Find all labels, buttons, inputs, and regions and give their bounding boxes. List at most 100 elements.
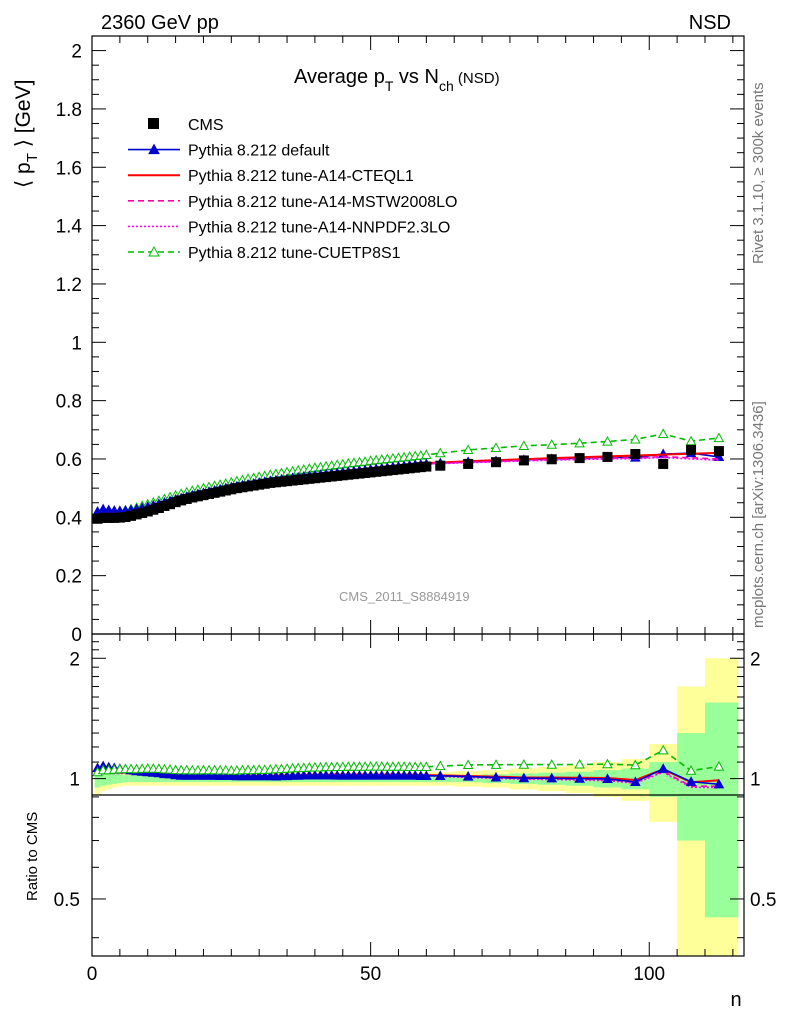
cms-data-point bbox=[237, 482, 248, 493]
stat-uncertainty-band bbox=[167, 775, 173, 783]
cms-data-point bbox=[337, 470, 348, 481]
cms-data-point bbox=[304, 473, 315, 484]
legend-label: Pythia 8.212 tune-A14-MSTW2008LO bbox=[188, 194, 457, 211]
main-y-tick-label: 0.4 bbox=[56, 508, 83, 529]
ratio-marker bbox=[421, 761, 432, 771]
cms-data-point bbox=[114, 512, 125, 523]
stat-uncertainty-band bbox=[161, 775, 168, 783]
title-mid: vs N bbox=[393, 66, 439, 88]
stat-uncertainty-band bbox=[128, 775, 134, 783]
series-marker bbox=[629, 433, 641, 444]
ratio-marker bbox=[518, 759, 530, 769]
cms-data-point bbox=[574, 453, 585, 464]
stat-uncertainty-band bbox=[150, 775, 157, 783]
legend-marker-square bbox=[148, 118, 159, 129]
legend-entry: Pythia 8.212 tune-A14-NNPDF2.3LO bbox=[128, 219, 450, 236]
cms-data-point bbox=[265, 477, 276, 488]
stat-uncertainty-band bbox=[122, 775, 129, 783]
cms-data-point bbox=[546, 454, 557, 465]
main-y-axis-label: ⟨ pT ⟩ [GeV] bbox=[12, 80, 41, 188]
cms-data-point bbox=[220, 485, 231, 496]
title-tail: (NSD) bbox=[454, 70, 500, 87]
ratio-marker bbox=[602, 758, 613, 769]
ylabel-close: ⟩ [GeV] bbox=[12, 80, 35, 154]
ratio-marker bbox=[434, 760, 446, 771]
stat-uncertainty-band bbox=[105, 772, 112, 785]
ratio-plot-frame bbox=[91, 633, 745, 957]
cms-data-point bbox=[315, 472, 326, 483]
legend-label: Pythia 8.212 tune-CUETP8S1 bbox=[188, 245, 401, 262]
stat-uncertainty-band bbox=[704, 702, 739, 918]
main-series-layer bbox=[92, 428, 725, 524]
cms-data-point bbox=[376, 466, 387, 477]
mcplots-reference-label: mcplots.cern.ch [arXiv:1306.3436] bbox=[750, 401, 767, 628]
header-event-type: NSD bbox=[689, 12, 731, 34]
series-marker bbox=[657, 428, 669, 438]
ratio-marker bbox=[629, 776, 641, 787]
ratio-y-tick-label: 0.5 bbox=[54, 890, 80, 911]
cms-data-point bbox=[404, 463, 415, 474]
cms-data-point bbox=[371, 466, 382, 477]
cms-data-point bbox=[215, 486, 226, 497]
cms-data-point bbox=[399, 463, 410, 474]
legend-marker-triangle bbox=[148, 143, 160, 155]
ratio-y-tick-label-right: 1 bbox=[750, 770, 761, 791]
cms-data-point bbox=[343, 469, 354, 480]
ratio-marker bbox=[713, 778, 725, 789]
cms-data-point bbox=[276, 476, 287, 487]
main-axis-ticks: 0 0.2 0.4 0.6 0.8 1 1.2 1.4 1.6 1.8 2 bbox=[56, 36, 744, 646]
cms-data-point bbox=[137, 507, 148, 518]
cms-data-point bbox=[98, 512, 109, 523]
legend-entry: Pythia 8.212 default bbox=[128, 143, 330, 160]
ratio-y-tick-label-right: 0.5 bbox=[750, 890, 776, 911]
stat-uncertainty-band bbox=[144, 775, 151, 783]
svg-text:⟨ pT ⟩ [GeV]: ⟨ pT ⟩ [GeV] bbox=[12, 80, 41, 188]
series-marker bbox=[546, 439, 558, 449]
main-y-tick-label: 1.2 bbox=[56, 275, 82, 296]
main-plot-panel: 0 0.2 0.4 0.6 0.8 1 1.2 1.4 1.6 1.8 2 CMS_2011_S88… bbox=[12, 35, 745, 646]
legend-entry: CMS bbox=[148, 117, 224, 134]
main-y-tick-label: 0.6 bbox=[56, 450, 82, 471]
analysis-watermark: CMS_2011_S8884919 bbox=[339, 589, 470, 604]
cms-data-point bbox=[103, 512, 114, 523]
main-y-tick-label: 1 bbox=[71, 333, 82, 354]
ratio-plot-panel: 0.5 0.5 1 1 2 2 0 50 100 Ratio to CMS n bbox=[24, 633, 776, 1011]
cms-data-point bbox=[248, 480, 259, 491]
series-marker bbox=[602, 435, 613, 446]
cms-data-point bbox=[198, 490, 209, 501]
ratio-marker bbox=[421, 770, 432, 780]
title-main: Average p bbox=[294, 66, 385, 88]
cms-data-point bbox=[393, 464, 404, 475]
main-y-tick-label: 1.4 bbox=[56, 217, 83, 238]
cms-data-point bbox=[321, 472, 332, 483]
ratio-marker bbox=[546, 772, 558, 783]
cms-data-point bbox=[181, 493, 192, 504]
cms-data-point bbox=[187, 492, 198, 503]
cms-data-point bbox=[387, 465, 398, 476]
ratio-y-tick-label-right: 2 bbox=[750, 649, 761, 670]
cms-data-point bbox=[326, 471, 337, 482]
ratio-marker bbox=[490, 771, 502, 782]
cms-data-point bbox=[630, 449, 641, 460]
cms-data-point bbox=[382, 465, 393, 476]
cms-data-point bbox=[148, 504, 159, 515]
cms-data-point bbox=[126, 510, 137, 521]
ratio-marker bbox=[685, 765, 697, 775]
legend-label: Pythia 8.212 tune-A14-CTEQL1 bbox=[188, 168, 414, 185]
cms-data-point bbox=[287, 475, 298, 486]
cms-data-point bbox=[204, 488, 215, 499]
cms-data-point bbox=[415, 462, 426, 473]
legend-label: CMS bbox=[188, 117, 224, 134]
main-y-tick-label: 2 bbox=[71, 42, 82, 63]
ratio-marker bbox=[657, 763, 669, 773]
ratio-series-layer bbox=[92, 744, 725, 789]
cms-data-point bbox=[463, 458, 474, 469]
legend-label: Pythia 8.212 tune-A14-NNPDF2.3LO bbox=[188, 219, 450, 236]
ylabel-open: ⟨ p bbox=[12, 162, 35, 188]
ratio-marker bbox=[657, 744, 669, 755]
cms-data-point bbox=[293, 474, 304, 485]
x-tick-label: 0 bbox=[87, 964, 98, 985]
series-marker bbox=[574, 437, 585, 448]
cms-data-point bbox=[170, 497, 181, 508]
